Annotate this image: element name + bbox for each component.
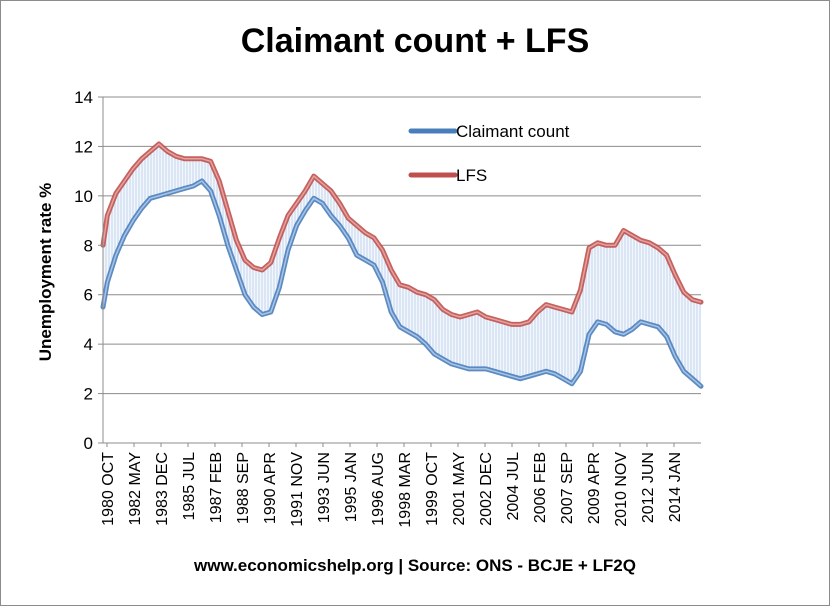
series-highlight-claimant-count: [102, 180, 702, 387]
y-tick-label: 4: [84, 335, 93, 354]
x-tick-label: 2014 JAN: [667, 452, 684, 522]
axis-layer: 0 2 4 6 8 10 12 14 1980 OCT 1982 MAY 1983 DEC 1985 …: [74, 88, 701, 528]
legend: Claimant count LFS: [408, 122, 570, 185]
y-tick-label: 10: [74, 187, 93, 206]
chart-title: Claimant count + LFS: [240, 22, 590, 60]
legend-label-claimant-count: Claimant count: [456, 122, 570, 141]
x-tick-label: 1998 MAR: [397, 452, 414, 528]
x-tick-label: 1987 FEB: [208, 452, 225, 523]
series-highlight-lfs: [102, 143, 702, 326]
y-tick-label: 2: [84, 385, 93, 404]
source-note: www.economicshelp.org | Source: ONS - BC…: [194, 556, 636, 575]
series-layer: [100, 141, 704, 389]
x-tick-label: 1988 SEP: [235, 452, 252, 524]
y-tick-label: 14: [74, 88, 93, 107]
x-tick-label: 1982 MAY: [127, 452, 144, 526]
band-area: [103, 144, 701, 387]
x-tick-label: 2012 JUN: [640, 452, 657, 523]
x-tick-label: 2004 JUL: [505, 452, 522, 521]
y-tick-label: 12: [74, 137, 93, 156]
x-tick-label: 2002 DEC: [478, 452, 495, 526]
legend-label-lfs: LFS: [456, 166, 487, 185]
y-tick-label: 6: [84, 286, 93, 305]
y-tick-label: 0: [84, 434, 93, 453]
y-axis-label: Unemployment rate %: [36, 183, 55, 362]
x-tick-label: 2001 MAY: [451, 452, 468, 526]
x-tick-label: 2007 SEP: [559, 452, 576, 524]
x-tick-label: 1983 DEC: [154, 452, 171, 526]
x-tick-label: 2006 FEB: [532, 452, 549, 523]
y-tick-label: 8: [84, 236, 93, 255]
x-tick-label: 2010 NOV: [613, 452, 630, 527]
x-tick-label: 1993 JUN: [316, 452, 333, 523]
x-tick-label: 2009 APR: [586, 452, 603, 524]
x-tick-label: 1995 JAN: [343, 452, 360, 522]
x-tick-label: 1990 APR: [262, 452, 279, 524]
x-tick-label: 1985 JUL: [181, 452, 198, 521]
x-tick-label: 1980 OCT: [100, 452, 117, 526]
x-tick-label: 1999 OCT: [424, 452, 441, 526]
x-tick-label: 1991 NOV: [289, 452, 306, 527]
x-tick-label: 1996 AUG: [370, 452, 387, 526]
